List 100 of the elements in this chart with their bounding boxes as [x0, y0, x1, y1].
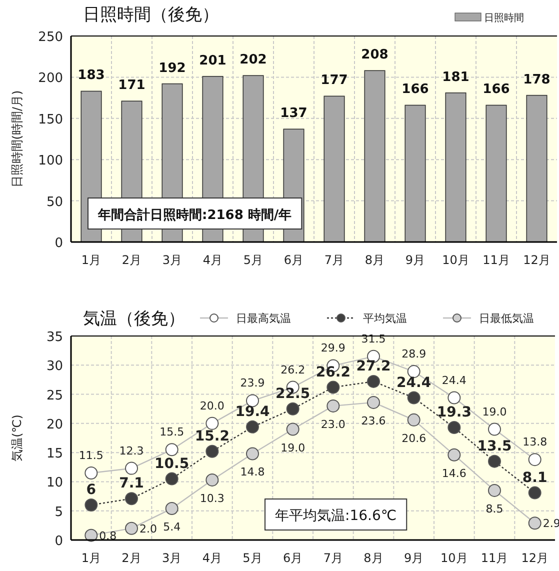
data-label: 201: [199, 53, 226, 68]
x-tick-label: 6月: [284, 253, 304, 267]
data-label: 0.8: [99, 529, 117, 542]
point: [367, 396, 380, 409]
point: [528, 453, 542, 466]
data-label: 24.4: [396, 374, 432, 391]
data-label: 10.3: [200, 492, 224, 505]
point: [448, 391, 461, 404]
y-tick-label: 250: [38, 30, 63, 45]
point: [488, 422, 501, 436]
y-tick-label: 5: [54, 504, 63, 520]
x-tick-label: 5月: [243, 253, 264, 267]
y-tick-label: 200: [38, 71, 63, 86]
y-tick-label: 50: [46, 194, 63, 210]
data-label: 202: [240, 52, 267, 68]
data-label: 19.0: [280, 441, 306, 454]
legend-label: 平均気温: [363, 312, 407, 325]
y-axis-title: 気温(℃): [10, 414, 24, 462]
data-label: 23.0: [320, 418, 346, 431]
data-label: 166: [402, 82, 429, 98]
point: [448, 448, 461, 462]
bar: [486, 104, 507, 242]
bar: [445, 92, 466, 242]
x-tick-label: 1月: [81, 551, 101, 565]
data-label: 2.0: [140, 522, 157, 536]
point: [125, 492, 138, 506]
data-label: 166: [482, 82, 510, 98]
x-tick-label: 9月: [404, 551, 424, 565]
annotation: 年平均気温:16.6℃: [275, 508, 397, 524]
data-label: 14.8: [240, 466, 265, 479]
point: [84, 498, 98, 512]
y-tick-label: 0: [54, 534, 63, 549]
x-tick-label: 8月: [364, 551, 384, 565]
x-tick-label: 11月: [480, 551, 508, 565]
point: [84, 466, 98, 480]
x-tick-label: 2月: [122, 551, 142, 565]
point: [286, 402, 300, 416]
data-label: 19.0: [482, 405, 507, 418]
chart-title: 気温（後免）: [83, 309, 185, 329]
point: [125, 462, 138, 475]
data-label: 12.3: [119, 444, 144, 458]
point: [488, 484, 501, 497]
point: [165, 443, 178, 456]
chart-title: 日照時間（後免）: [83, 5, 219, 25]
bar: [526, 94, 548, 242]
data-label: 15.2: [194, 428, 230, 444]
x-tick-label: 3月: [162, 551, 182, 565]
x-tick-label: 6月: [283, 551, 303, 565]
bar: [324, 96, 345, 242]
data-label: 27.2: [356, 358, 391, 374]
data-label: 20.0: [200, 399, 224, 412]
x-tick-label: 3月: [162, 253, 182, 267]
data-label: 171: [118, 78, 146, 94]
data-label: 6: [86, 482, 96, 498]
x-tick-label: 12月: [521, 551, 548, 565]
y-tick-label: 10: [46, 476, 63, 491]
x-tick-label: 9月: [405, 253, 426, 267]
data-label: 208: [361, 48, 388, 63]
x-tick-label: 2月: [122, 253, 142, 267]
point: [246, 447, 259, 460]
data-label: 11.5: [78, 448, 104, 462]
point: [367, 374, 380, 388]
point: [528, 486, 542, 500]
data-label: 10.5: [154, 456, 190, 472]
point: [528, 516, 542, 530]
data-label: 137: [280, 106, 308, 122]
point: [246, 420, 259, 434]
data-label: 23.6: [361, 414, 386, 428]
legend-label: 日最低気温: [479, 312, 534, 325]
data-label: 20.6: [402, 432, 426, 445]
point: [84, 528, 98, 542]
x-tick-label: 4月: [202, 551, 222, 565]
data-label: 15.5: [160, 426, 184, 439]
point: [206, 473, 219, 486]
x-tick-label: 8月: [364, 253, 385, 267]
y-tick-label: 0: [54, 236, 63, 251]
x-tick-label: 5月: [242, 551, 262, 565]
point: [286, 422, 300, 436]
x-tick-label: 11月: [482, 253, 510, 267]
data-label: 29.9: [320, 342, 346, 355]
data-label: 22.5: [276, 386, 310, 402]
x-tick-label: 12月: [523, 253, 550, 267]
point: [206, 444, 219, 458]
y-axis-title: 日照時間(時間/月): [10, 90, 24, 188]
point: [407, 391, 420, 404]
point: [407, 413, 420, 426]
data-label: 26.2: [316, 364, 350, 380]
data-label: 5.4: [163, 520, 181, 534]
data-label: 13.5: [477, 438, 512, 454]
bar: [364, 70, 386, 242]
y-tick-label: 35: [46, 330, 63, 345]
data-label: 177: [320, 73, 348, 88]
point: [326, 399, 340, 412]
x-tick-label: 7月: [323, 551, 343, 565]
point: [125, 522, 138, 535]
legend-label: 日最高気温: [236, 312, 291, 325]
data-label: 7.1: [119, 476, 144, 492]
x-tick-label: 10月: [440, 551, 468, 565]
data-label: 13.8: [522, 436, 548, 449]
data-label: 23.9: [240, 376, 265, 390]
